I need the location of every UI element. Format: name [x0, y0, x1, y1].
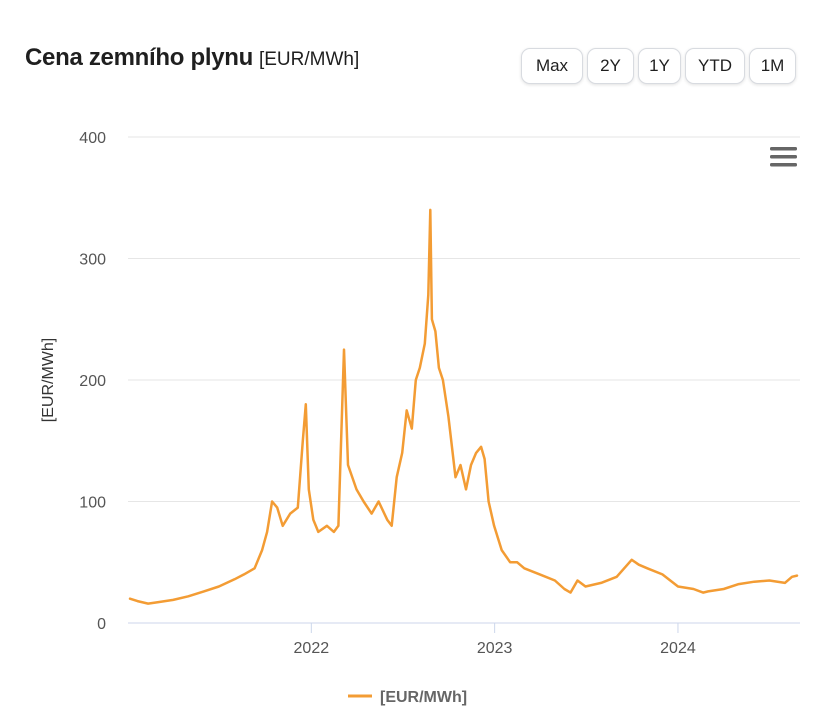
- y-tick-label: 400: [79, 130, 106, 147]
- series-line: [128, 208, 799, 605]
- range-max-button[interactable]: Max: [521, 48, 583, 84]
- range-2y-button[interactable]: 2Y: [587, 48, 634, 84]
- legend-label: [EUR/MWh]: [380, 689, 467, 706]
- range-1y-button[interactable]: 1Y: [638, 48, 681, 84]
- y-tick-label: 0: [97, 616, 106, 633]
- hamburger-menu-icon[interactable]: [768, 145, 798, 169]
- legend[interactable]: [EUR/MWh]: [348, 689, 467, 706]
- y-tick-label: 100: [79, 495, 106, 512]
- x-tick-label: 2022: [294, 640, 330, 657]
- x-tick-label: 2023: [477, 640, 513, 657]
- chart-header: Cena zemního plynu [EUR/MWh]: [25, 44, 359, 72]
- y-axis-label: [EUR/MWh]: [40, 338, 57, 422]
- range-ytd-button[interactable]: YTD: [685, 48, 745, 84]
- grid-lines: [128, 136, 800, 502]
- y-tick-label: 300: [79, 252, 106, 269]
- range-selector: Max 2Y 1Y YTD 1M: [521, 48, 796, 84]
- chart-title-unit: [EUR/MWh]: [258, 49, 360, 70]
- y-axis-ticks: 0 100 200 300 400: [79, 130, 106, 633]
- chart-title: Cena zemního plynu: [25, 44, 253, 71]
- x-axis-ticks: 2022 2023 2024: [294, 623, 696, 657]
- range-1m-button[interactable]: 1M: [749, 48, 796, 84]
- y-tick-label: 200: [79, 373, 106, 390]
- x-tick-label: 2024: [660, 640, 696, 657]
- series-group: [128, 208, 799, 605]
